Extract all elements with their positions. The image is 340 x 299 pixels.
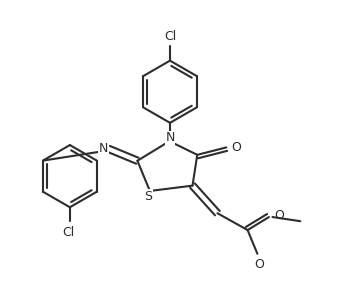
- Text: O: O: [254, 258, 264, 271]
- Text: Cl: Cl: [62, 226, 74, 239]
- Text: N: N: [165, 131, 175, 144]
- Text: Cl: Cl: [164, 30, 176, 43]
- Text: N: N: [99, 142, 108, 155]
- Text: S: S: [144, 190, 152, 203]
- Text: O: O: [274, 209, 284, 222]
- Text: O: O: [232, 141, 241, 154]
